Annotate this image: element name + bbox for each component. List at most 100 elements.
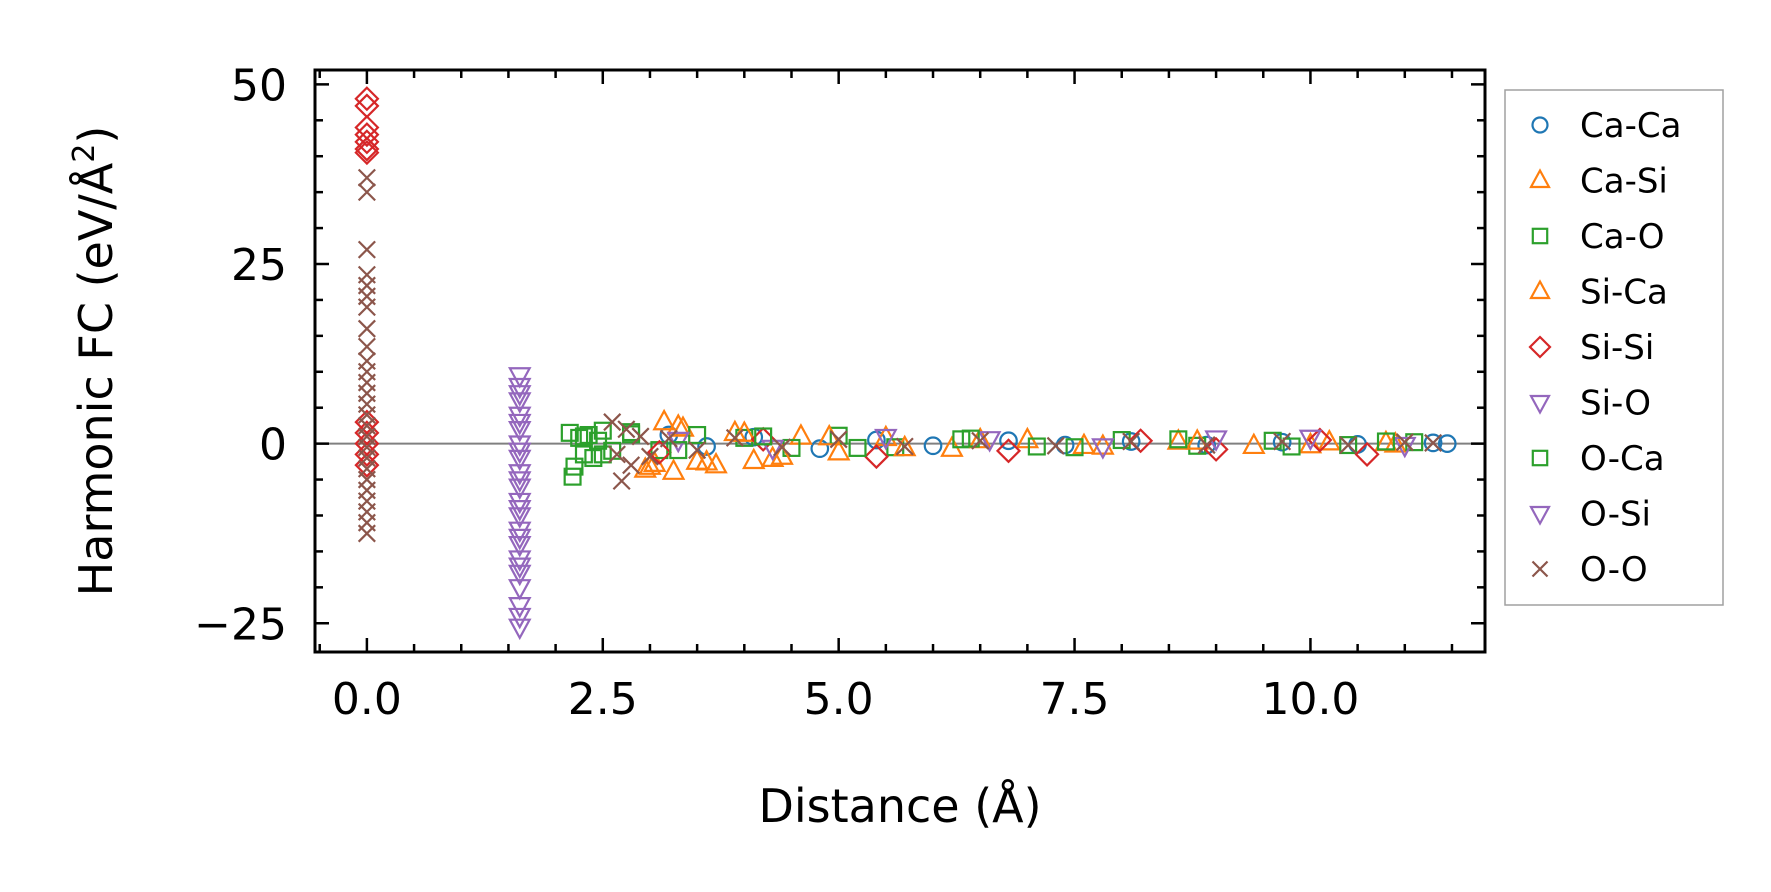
legend-marker-si-ca: [1529, 279, 1551, 300]
legend-marker-si-si: [1528, 335, 1552, 359]
point-si-ca-4: [770, 443, 794, 465]
point-o-o-27: [607, 445, 626, 464]
legend-marker-ca-si: [1529, 168, 1551, 189]
legend-label-si-ca: Si-Ca: [1580, 273, 1668, 313]
point-ca-o-2: [565, 457, 584, 476]
legend-marker-ca-o: [1531, 227, 1549, 245]
point-ca-si-17: [1242, 432, 1266, 455]
point-o-ca-4: [754, 427, 773, 446]
point-ca-ca-12: [1423, 433, 1443, 453]
point-ca-si-12: [874, 424, 898, 447]
point-ca-o-8: [593, 421, 612, 440]
point-ca-si-8: [741, 447, 766, 470]
point-o-o-36: [773, 438, 792, 457]
legend-marker-si-o: [1529, 394, 1551, 415]
point-o-si-0: [507, 385, 532, 407]
point-ca-ca-13: [1437, 434, 1457, 453]
legend-marker-ca-ca: [1531, 116, 1549, 134]
legend-label-si-si: Si-Si: [1580, 328, 1654, 368]
point-si-o-10: [507, 507, 532, 529]
point-o-o-41: [1122, 432, 1141, 451]
point-o-o-7: [357, 319, 376, 338]
point-o-ca-8: [1169, 430, 1188, 449]
point-ca-o-7: [589, 431, 608, 450]
point-si-o-9: [507, 492, 532, 515]
point-si-o-4: [507, 421, 532, 443]
point-ca-ca-5: [923, 436, 943, 456]
point-o-o-6: [357, 298, 376, 317]
point-si-o-8: [507, 478, 532, 501]
point-o-o-38: [895, 437, 914, 456]
point-si-si-14: [863, 444, 889, 470]
point-si-si-16: [1128, 428, 1154, 454]
point-o-o-29: [617, 420, 636, 439]
point-o-ca-1: [593, 445, 612, 464]
point-ca-ca-2: [744, 427, 764, 447]
point-ca-ca-3: [810, 439, 830, 459]
point-si-ca-8: [1072, 432, 1096, 455]
point-ca-si-4: [671, 415, 695, 437]
point-ca-ca-1: [697, 437, 716, 456]
point-o-o-8: [357, 337, 376, 356]
point-ca-si-16: [1166, 428, 1191, 450]
legend-label-o-o: O-O: [1580, 550, 1648, 590]
point-ca-ca-8: [1121, 432, 1141, 451]
point-ca-si-15: [1091, 433, 1115, 455]
point-si-o-0: [507, 367, 532, 389]
point-o-o-0: [357, 168, 376, 187]
point-si-o-7: [507, 464, 532, 486]
point-o-o-28: [612, 471, 631, 491]
legend-label-ca-ca: Ca-Ca: [1580, 106, 1681, 146]
point-o-o-40: [1046, 436, 1065, 455]
point-si-o-22: [1091, 438, 1115, 460]
point-ca-si-18: [1317, 428, 1342, 451]
legend-label-o-si: O-Si: [1580, 495, 1651, 535]
point-si-o-24: [1298, 429, 1323, 452]
y-axis-label: Harmonic FC (eV/Å2): [67, 126, 123, 597]
point-si-o-14: [507, 564, 532, 587]
legend-label-si-o: Si-O: [1580, 384, 1651, 424]
point-si-si-12: [646, 439, 672, 465]
legend-label-o-ca: O-Ca: [1580, 439, 1665, 479]
point-ca-si-0: [633, 456, 657, 478]
point-ca-ca-10: [1272, 432, 1292, 452]
point-o-si-4: [507, 500, 532, 522]
plot-frame: [313, 68, 1487, 654]
point-ca-si-2: [652, 408, 676, 431]
point-o-o-31: [631, 427, 650, 446]
point-o-o-45: [1395, 433, 1414, 452]
point-si-si-19: [1354, 441, 1380, 467]
point-o-ca-10: [1376, 432, 1395, 451]
y-tick-label: 25: [231, 240, 287, 291]
point-o-o-37: [829, 430, 848, 449]
point-ca-o-5: [579, 425, 598, 445]
point-ca-o-22: [1339, 436, 1358, 455]
y-axis-label-superscript: 2: [67, 144, 102, 163]
y-tick-label: 50: [231, 60, 287, 111]
point-si-o-1: [507, 377, 532, 400]
point-si-si-15: [995, 438, 1022, 464]
point-o-o-1: [357, 183, 376, 202]
point-ca-o-18: [1027, 437, 1046, 456]
point-ca-si-11: [826, 438, 851, 461]
point-si-o-3: [507, 406, 532, 429]
point-si-si-0: [354, 86, 380, 112]
point-o-ca-7: [1065, 438, 1084, 457]
point-ca-ca-9: [1197, 435, 1217, 455]
point-o-ca-3: [669, 441, 688, 460]
point-o-si-5: [507, 528, 532, 551]
point-ca-o-12: [688, 425, 707, 445]
point-ca-si-9: [760, 445, 785, 467]
point-si-o-13: [507, 550, 532, 572]
x-tick-label: 2.5: [568, 674, 638, 725]
point-si-o-19: [760, 439, 785, 462]
point-si-ca-2: [694, 449, 719, 471]
point-o-ca-9: [1282, 437, 1301, 456]
point-o-si-1: [507, 413, 532, 436]
point-si-ca-3: [732, 420, 757, 442]
legend-marker-o-ca: [1531, 449, 1549, 467]
point-o-o-26: [603, 413, 622, 432]
point-ca-si-3: [661, 458, 686, 480]
tick-labels: 0.0 2.5 5.0 7.5 10.0 −25 0 25 50: [194, 60, 1359, 725]
